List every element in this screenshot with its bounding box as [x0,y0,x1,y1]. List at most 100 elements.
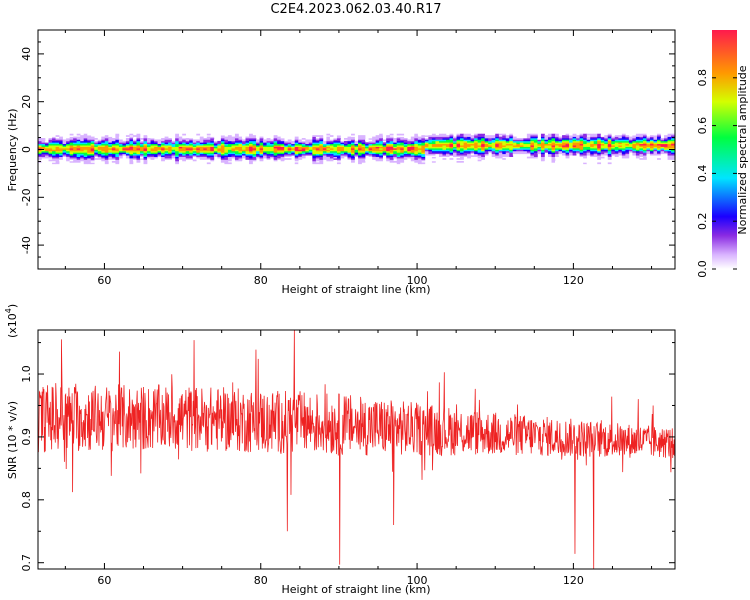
colorbar-tick-label: 0.2 [696,212,709,230]
heatmap-cell [238,155,243,157]
heatmap-cell [263,155,267,157]
heatmap-cell [312,146,317,149]
heatmap-cell [343,150,348,153]
heatmap-cell [164,156,169,159]
heatmap-cell [576,159,580,162]
heatmap-cell [189,148,194,150]
heatmap-cell [354,146,359,149]
heatmap-cell [59,142,63,145]
heatmap-cell [544,149,549,152]
heatmap-cell [305,146,310,149]
heatmap-cell [533,133,538,136]
heatmap-cell [80,138,85,140]
heatmap-cell [449,139,454,142]
heatmap-cell [101,136,106,139]
heatmap-cell [182,148,187,150]
heatmap-cell [540,139,545,142]
heatmap-cell [431,162,436,165]
heatmap-cell [509,149,514,152]
heatmap-cell [642,153,647,156]
heatmap-cell [108,150,113,153]
heatmap-cell [111,146,116,149]
heatmap-cell [484,146,489,149]
heatmap-cell [256,153,260,156]
heatmap-cell [249,133,253,136]
heatmap-cell [157,148,162,150]
heatmap-cell [502,139,507,142]
heatmap-cell [154,143,158,146]
heatmap-cell [516,138,521,140]
heatmap-cell [583,150,587,153]
heatmap-cell [533,148,538,150]
heatmap-cell [382,150,387,153]
heatmap-cell [396,142,401,145]
heatmap-cell [298,146,303,149]
heatmap-cell [111,158,116,160]
heatmap-cell [347,136,352,139]
heatmap-cell [607,136,612,139]
heatmap-cell [189,152,194,155]
heatmap-cell [168,150,172,153]
heatmap-cell [59,136,63,139]
heatmap-cell [322,142,327,145]
heatmap-cell [547,150,552,153]
heatmap-cell [495,149,500,152]
heatmap-cell [572,146,577,149]
heatmap-cell [259,160,264,163]
heatmap-cell [621,136,626,139]
heatmap-cell [90,143,95,146]
heatmap-cell [491,145,496,147]
heatmap-cell [569,136,573,139]
heatmap-cell [526,156,531,159]
heatmap-cell [340,149,345,152]
heatmap-cell [593,143,598,146]
heatmap-cell [351,145,355,147]
heatmap-cell [642,150,647,153]
heatmap-cell [639,133,644,136]
heatmap-cell [435,153,440,156]
heatmap-cell [642,155,647,157]
heatmap-cell [238,139,243,142]
heatmap-cell [227,158,232,160]
heatmap-cell [97,145,102,147]
heatmap-cell [505,158,510,160]
heatmap-cell [386,155,391,157]
heatmap-cell [382,143,387,146]
heatmap-cell [509,150,514,153]
heatmap-cell [653,138,658,140]
heatmap-cell [372,146,376,149]
heatmap-cell [597,135,602,137]
heatmap-cell [491,155,496,157]
heatmap-cell [139,148,144,150]
heatmap-cell [343,142,348,145]
heatmap-cell [249,152,253,155]
heatmap-cell [445,145,450,147]
heatmap-cell [273,153,278,156]
heatmap-cell [593,152,598,155]
heatmap-cell [618,150,623,153]
heatmap-cell [358,139,362,142]
heatmap-cell [442,158,447,160]
heatmap-cell [132,139,137,142]
heatmap-cell [445,155,450,157]
heatmap-cell [287,143,292,146]
heatmap-cell [266,156,271,159]
heatmap-cell [136,155,141,157]
heatmap-cell [312,145,317,147]
heatmap-cell [375,156,380,159]
heatmap-cell [519,149,524,152]
heatmap-cell [667,152,672,155]
heatmap-cell [336,133,341,136]
heatmap-cell [512,148,517,150]
heatmap-cell [442,138,447,140]
heatmap-cell [343,153,348,156]
heatmap-cell [326,145,331,147]
heatmap-cell [192,153,197,156]
heatmap-cell [252,150,257,153]
heatmap-cell [540,140,545,143]
heatmap-cell [94,142,99,145]
heatmap-cell [301,138,306,140]
heatmap-cell [667,145,672,147]
heatmap-cell [347,155,352,157]
heatmap-cell [576,143,580,146]
